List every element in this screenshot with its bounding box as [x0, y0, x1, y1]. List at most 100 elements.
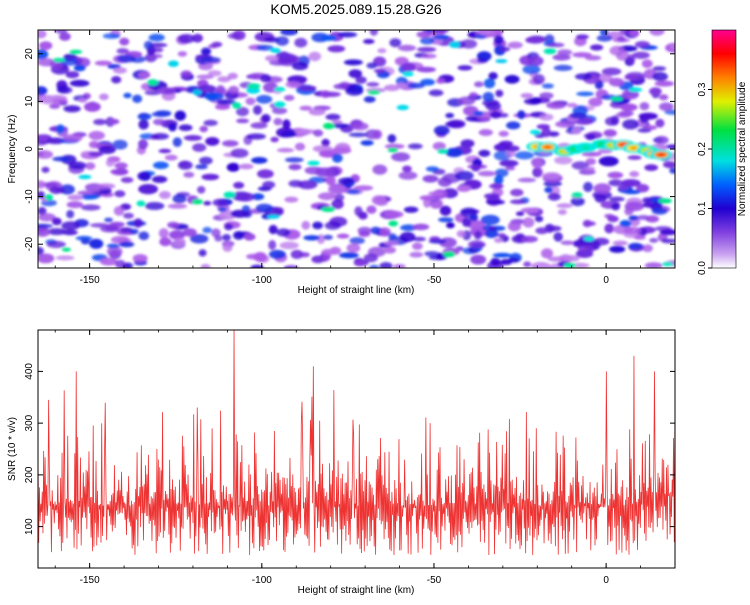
heatmap-blob — [331, 123, 349, 129]
heatmap-blob — [102, 33, 121, 39]
heatmap-blob — [396, 82, 407, 88]
heatmap-blob — [508, 257, 520, 263]
heatmap-blob — [299, 105, 313, 111]
x-tick-label: 0 — [603, 575, 609, 586]
heatmap-blob — [609, 45, 625, 56]
heatmap-blob — [195, 164, 208, 170]
heatmap-blob — [621, 179, 641, 187]
heatmap-blob — [215, 103, 231, 110]
heatmap-blob — [271, 107, 288, 115]
heatmap-blob — [116, 48, 129, 54]
heatmap-blob — [553, 232, 563, 242]
heatmap-blob — [230, 209, 249, 218]
heatmap-blob — [57, 85, 70, 93]
heatmap-blob — [196, 74, 214, 80]
heatmap-blob — [354, 206, 363, 217]
heatmap-blob — [276, 228, 291, 237]
heatmap-blob — [106, 243, 120, 249]
heatmap-blob — [203, 119, 218, 126]
heatmap-blob — [527, 55, 544, 67]
heatmap-blob — [153, 161, 169, 170]
heatmap-blob — [407, 82, 425, 89]
heatmap-blob — [51, 98, 68, 105]
heatmap-blob — [38, 134, 49, 142]
snr-line — [38, 330, 675, 556]
heatmap-blob — [509, 199, 527, 205]
heatmap-blob — [529, 97, 542, 104]
heatmap-blob — [629, 171, 640, 178]
heatmap-blob — [581, 151, 602, 157]
heatmap-blob — [211, 41, 223, 48]
heatmap-hotspot — [168, 60, 179, 67]
heatmap-blob — [148, 33, 165, 42]
heatmap-blob — [197, 186, 206, 194]
heatmap-hotspot — [61, 247, 71, 252]
y-tick-label: 10 — [24, 95, 35, 107]
heatmap-blob — [412, 236, 427, 242]
heatmap-blob — [490, 111, 502, 119]
snr-ylabel: SNR (10 * v/v) — [7, 417, 18, 481]
heatmap-blob — [637, 215, 650, 220]
heatmap-blob — [514, 151, 535, 160]
heatmap-blob — [62, 134, 83, 143]
heatmap-blob — [297, 180, 318, 190]
heatmap-blob — [515, 211, 525, 216]
heatmap-blob — [114, 162, 128, 169]
heatmap-blob — [623, 189, 641, 195]
heatmap-blob — [560, 240, 575, 246]
heatmap-blob — [507, 41, 523, 49]
heatmap-hotspot — [628, 87, 643, 93]
heatmap-blob — [429, 198, 443, 209]
heatmap-blob — [52, 156, 72, 162]
heatmap-blob — [46, 240, 66, 249]
heatmap-blob — [38, 207, 47, 216]
heatmap-blob — [116, 54, 136, 63]
heatmap-blob — [167, 221, 180, 229]
heatmap-blob — [569, 112, 587, 119]
heatmap-blob — [282, 119, 291, 130]
heatmap-blob — [669, 167, 675, 174]
heatmap-blob — [557, 209, 567, 216]
heatmap-blob — [425, 166, 439, 172]
heatmap-blob — [66, 201, 84, 209]
heatmap-blob — [78, 97, 88, 103]
x-tick-label: -100 — [252, 275, 272, 286]
heatmap-blob — [377, 48, 387, 54]
heatmap-blob — [284, 157, 304, 163]
heatmap-blob — [90, 223, 110, 228]
heatmap-blob — [172, 137, 182, 148]
heatmap-blob — [38, 30, 47, 39]
heatmap-hotspot — [662, 262, 674, 267]
heatmap-blob — [499, 159, 519, 167]
heatmap-blob — [416, 66, 436, 73]
heatmap-blob — [349, 237, 365, 245]
heatmap-hotspot — [449, 41, 461, 48]
heatmap-blob — [256, 44, 274, 51]
heatmap-hotspot — [387, 147, 398, 153]
heatmap-blob — [546, 101, 567, 110]
heatmap-blob — [649, 30, 665, 36]
heatmap-blob — [371, 195, 387, 206]
heatmap-blob — [346, 243, 361, 253]
signal-peak — [630, 146, 638, 150]
heatmap-blob — [577, 244, 595, 254]
heatmap-blob — [522, 217, 535, 228]
heatmap-blob — [642, 197, 652, 204]
snr-xlabel: Height of straight line (km) — [298, 585, 415, 596]
heatmap-blob — [49, 103, 60, 109]
heatmap-blob — [151, 175, 168, 183]
heatmap-blob — [216, 99, 236, 105]
heatmap-blob — [624, 201, 645, 212]
heatmap-blob — [68, 161, 87, 170]
heatmap-blob — [623, 226, 642, 235]
heatmap-blob — [138, 119, 149, 130]
heatmap-blob — [445, 121, 464, 128]
heatmap-blob — [610, 115, 620, 126]
heatmap-blob — [360, 140, 374, 146]
heatmap-blob — [301, 220, 311, 230]
heatmap-hotspot — [232, 102, 242, 109]
heatmap-blob — [321, 138, 330, 147]
heatmap-blob — [73, 64, 86, 72]
heatmap-hotspot — [192, 89, 202, 96]
heatmap-blob — [238, 163, 254, 170]
